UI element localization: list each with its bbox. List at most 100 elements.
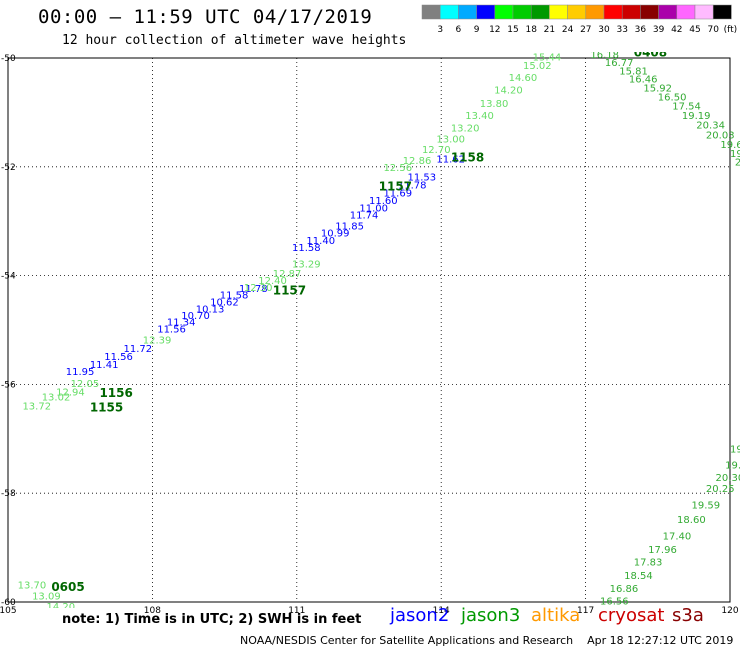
y-tick-label: -54 bbox=[1, 272, 16, 282]
pass-time-label: 0408 bbox=[634, 45, 667, 59]
color-scale-tick: 45 bbox=[689, 25, 700, 35]
swh-data-label: 11.34 bbox=[167, 318, 196, 329]
color-scale-tick: 24 bbox=[562, 25, 574, 35]
swh-data-label: 16.86 bbox=[610, 584, 639, 595]
swh-data-label: 15.44 bbox=[533, 53, 562, 64]
swh-data-label: 10.70 bbox=[181, 311, 210, 322]
footer-note: note: 1) Time is in UTC; 2) SWH is in fe… bbox=[62, 612, 362, 627]
color-scale-tick: 39 bbox=[653, 25, 665, 35]
color-scale-tick: 30 bbox=[598, 25, 610, 35]
swh-data-label: 11.58 bbox=[292, 243, 321, 254]
pass-time-label: 0605 bbox=[51, 580, 84, 594]
swh-data-label: 12.87 bbox=[273, 269, 302, 280]
swh-data-label: 20.30 bbox=[716, 473, 740, 484]
swh-data-label: 11.58 bbox=[220, 290, 249, 301]
swh-data-label: 10.99 bbox=[321, 228, 350, 239]
x-tick-label: 111 bbox=[288, 606, 305, 616]
swh-data-label: 13.40 bbox=[465, 111, 494, 122]
swh-data-label: 13.20 bbox=[451, 123, 480, 134]
swh-data-label: 10.62 bbox=[210, 298, 239, 309]
swh-data-label: 20.03 bbox=[706, 131, 735, 142]
x-tick-label: 108 bbox=[144, 606, 161, 616]
swh-data-label: 17.83 bbox=[634, 558, 663, 569]
swh-data-label: 11.78 bbox=[239, 284, 268, 295]
y-tick-label: -56 bbox=[1, 380, 16, 390]
swh-data-label: 19.19 bbox=[682, 111, 711, 122]
color-scale-tick: 18 bbox=[525, 25, 537, 35]
color-scale-tick: 42 bbox=[671, 25, 682, 35]
swh-data-label: 13.09 bbox=[32, 591, 61, 602]
swh-data-label: 17.40 bbox=[663, 531, 692, 542]
color-scale-tick: 9 bbox=[474, 25, 480, 35]
swh-data-label: 15.81 bbox=[619, 66, 648, 77]
pass-time-label: 1158 bbox=[451, 150, 484, 164]
swh-data-label: 20.25 bbox=[706, 484, 735, 495]
chart-title: 00:00 – 11:59 UTC 04/17/2019 bbox=[38, 6, 373, 28]
swh-data-label: 16.18 bbox=[590, 50, 619, 61]
color-scale-tick: 70 bbox=[707, 25, 719, 35]
swh-data-label: 14.20 bbox=[494, 85, 523, 96]
swh-data-label: 13.70 bbox=[18, 580, 47, 591]
color-scale-unit: (ft) bbox=[724, 25, 738, 35]
swh-data-label: 11.56 bbox=[157, 325, 186, 336]
swh-data-label: 19.96 bbox=[730, 149, 740, 160]
swh-data-label: 13.29 bbox=[292, 259, 321, 270]
swh-data-label: 13.00 bbox=[436, 134, 465, 145]
swh-data-label: 15.92 bbox=[643, 84, 672, 95]
x-tick-label: 120 bbox=[721, 606, 738, 616]
swh-data-label: 20. bbox=[735, 158, 740, 169]
plot-frame bbox=[7, 57, 731, 603]
color-scale-tick: 3 bbox=[437, 25, 443, 35]
y-tick-label: -60 bbox=[1, 598, 16, 608]
swh-data-label: 18.60 bbox=[677, 515, 706, 526]
swh-data-label: 11.56 bbox=[104, 352, 133, 363]
swh-data-label: 18.54 bbox=[624, 571, 653, 582]
color-scale-legend: 3 6 9 12 15 18 21 24 27 30 33 36 39 42 45 70 (ft) bbox=[421, 4, 738, 35]
swh-data-label: 14.20 bbox=[47, 602, 76, 613]
swh-data-label: 12.86 bbox=[403, 156, 432, 167]
pass-time-label: 1155 bbox=[90, 401, 123, 415]
credit-line: NOAA/NESDIS Center for Satellite Applica… bbox=[240, 634, 734, 647]
swh-data-label: 11.53 bbox=[408, 172, 437, 183]
swh-data-label: 11.41 bbox=[90, 360, 119, 371]
swh-data-label: 11.95 bbox=[66, 367, 95, 378]
swh-data-label: 11.60 bbox=[369, 196, 398, 207]
pass-time-label: 1156 bbox=[99, 386, 132, 400]
swh-data-label: 11.40 bbox=[306, 236, 335, 247]
swh-data-label: 12.30 bbox=[244, 283, 273, 294]
swh-data-label: 16.46 bbox=[629, 74, 658, 85]
x-tick-label: 105 bbox=[0, 606, 17, 616]
swh-data-label: 16.56 bbox=[600, 597, 629, 608]
legend-jason3: jason3 bbox=[461, 605, 521, 626]
color-scale-tick: 21 bbox=[544, 25, 555, 35]
swh-data-label: 10.13 bbox=[196, 305, 225, 316]
swh-data-label: 13.80 bbox=[480, 99, 509, 110]
swh-data-label: 17.54 bbox=[672, 102, 701, 113]
color-scale-tick: 33 bbox=[616, 25, 627, 35]
swh-data-label: 12.39 bbox=[143, 336, 172, 347]
color-scale-tick: 12 bbox=[489, 25, 500, 35]
x-tick-label: 117 bbox=[577, 606, 594, 616]
pass-time-label: 1157 bbox=[379, 180, 412, 194]
swh-data-label: 12.40 bbox=[258, 276, 287, 287]
swh-data-label: 11.72 bbox=[124, 344, 153, 355]
swh-data-label: 12.94 bbox=[56, 387, 85, 398]
swh-data-label: 14.60 bbox=[509, 73, 538, 84]
swh-points-layer: 11.9511.4111.5611.7211.5611.3410.7010.13… bbox=[18, 45, 740, 613]
swh-data-label: 15.02 bbox=[523, 61, 552, 72]
swh-data-label: 11.74 bbox=[350, 210, 379, 221]
legend-cryosat: cryosat bbox=[598, 605, 665, 626]
swh-data-label: 11.69 bbox=[383, 189, 412, 200]
y-tick-label: -52 bbox=[1, 163, 16, 173]
swh-data-label: 16.77 bbox=[605, 58, 634, 69]
legend-altika: altika bbox=[531, 605, 581, 626]
swh-data-label: 11.78 bbox=[398, 181, 427, 192]
color-scale-tick: 15 bbox=[507, 25, 518, 35]
swh-data-label: 12.70 bbox=[422, 145, 451, 156]
swh-data-label: 11.62 bbox=[436, 154, 465, 165]
color-swatch bbox=[712, 4, 732, 20]
color-scale-tick: 36 bbox=[635, 25, 647, 35]
swh-data-label: 13.02 bbox=[42, 393, 71, 404]
color-scale-tick: 27 bbox=[580, 25, 591, 35]
